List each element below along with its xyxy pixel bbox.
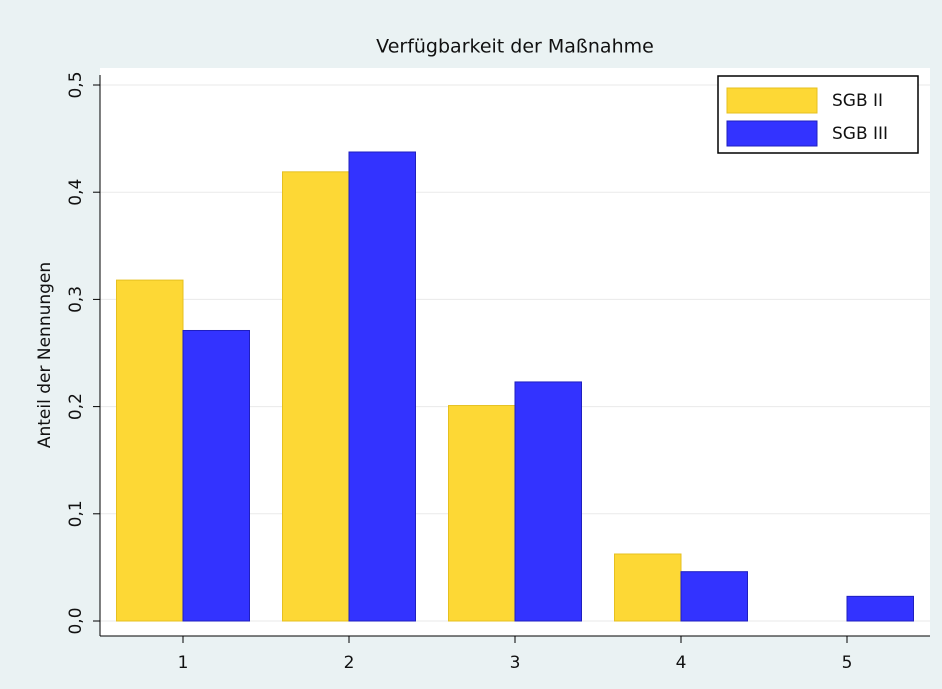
bar bbox=[846, 595, 914, 622]
x-tick-label: 5 bbox=[842, 653, 853, 673]
bar bbox=[614, 553, 682, 622]
legend-swatch bbox=[726, 87, 818, 114]
y-axis-label: Anteil der Nennungen bbox=[35, 262, 55, 448]
legend-label: SGB II bbox=[832, 91, 883, 111]
bar bbox=[680, 571, 748, 622]
x-tick-label: 2 bbox=[344, 653, 355, 673]
y-tick-label: 0,3 bbox=[66, 286, 86, 313]
chart-title: Verfügbarkeit der Maßnahme bbox=[376, 36, 654, 58]
bar bbox=[116, 279, 184, 622]
x-tick-label: 1 bbox=[178, 653, 189, 673]
bar bbox=[514, 381, 582, 622]
x-tick-label: 3 bbox=[510, 653, 521, 673]
y-tick-label: 0,2 bbox=[66, 393, 86, 420]
y-tick-label: 0,1 bbox=[66, 500, 86, 527]
bar bbox=[282, 171, 350, 622]
legend-swatch bbox=[726, 120, 818, 147]
y-tick-label: 0,4 bbox=[66, 179, 86, 206]
x-tick-label: 4 bbox=[676, 653, 687, 673]
bar bbox=[182, 329, 250, 622]
y-tick-label: 0,0 bbox=[66, 607, 86, 634]
y-tick-label: 0,5 bbox=[66, 71, 86, 98]
legend-label: SGB III bbox=[832, 124, 888, 144]
bar bbox=[348, 151, 416, 622]
bar bbox=[448, 405, 516, 622]
